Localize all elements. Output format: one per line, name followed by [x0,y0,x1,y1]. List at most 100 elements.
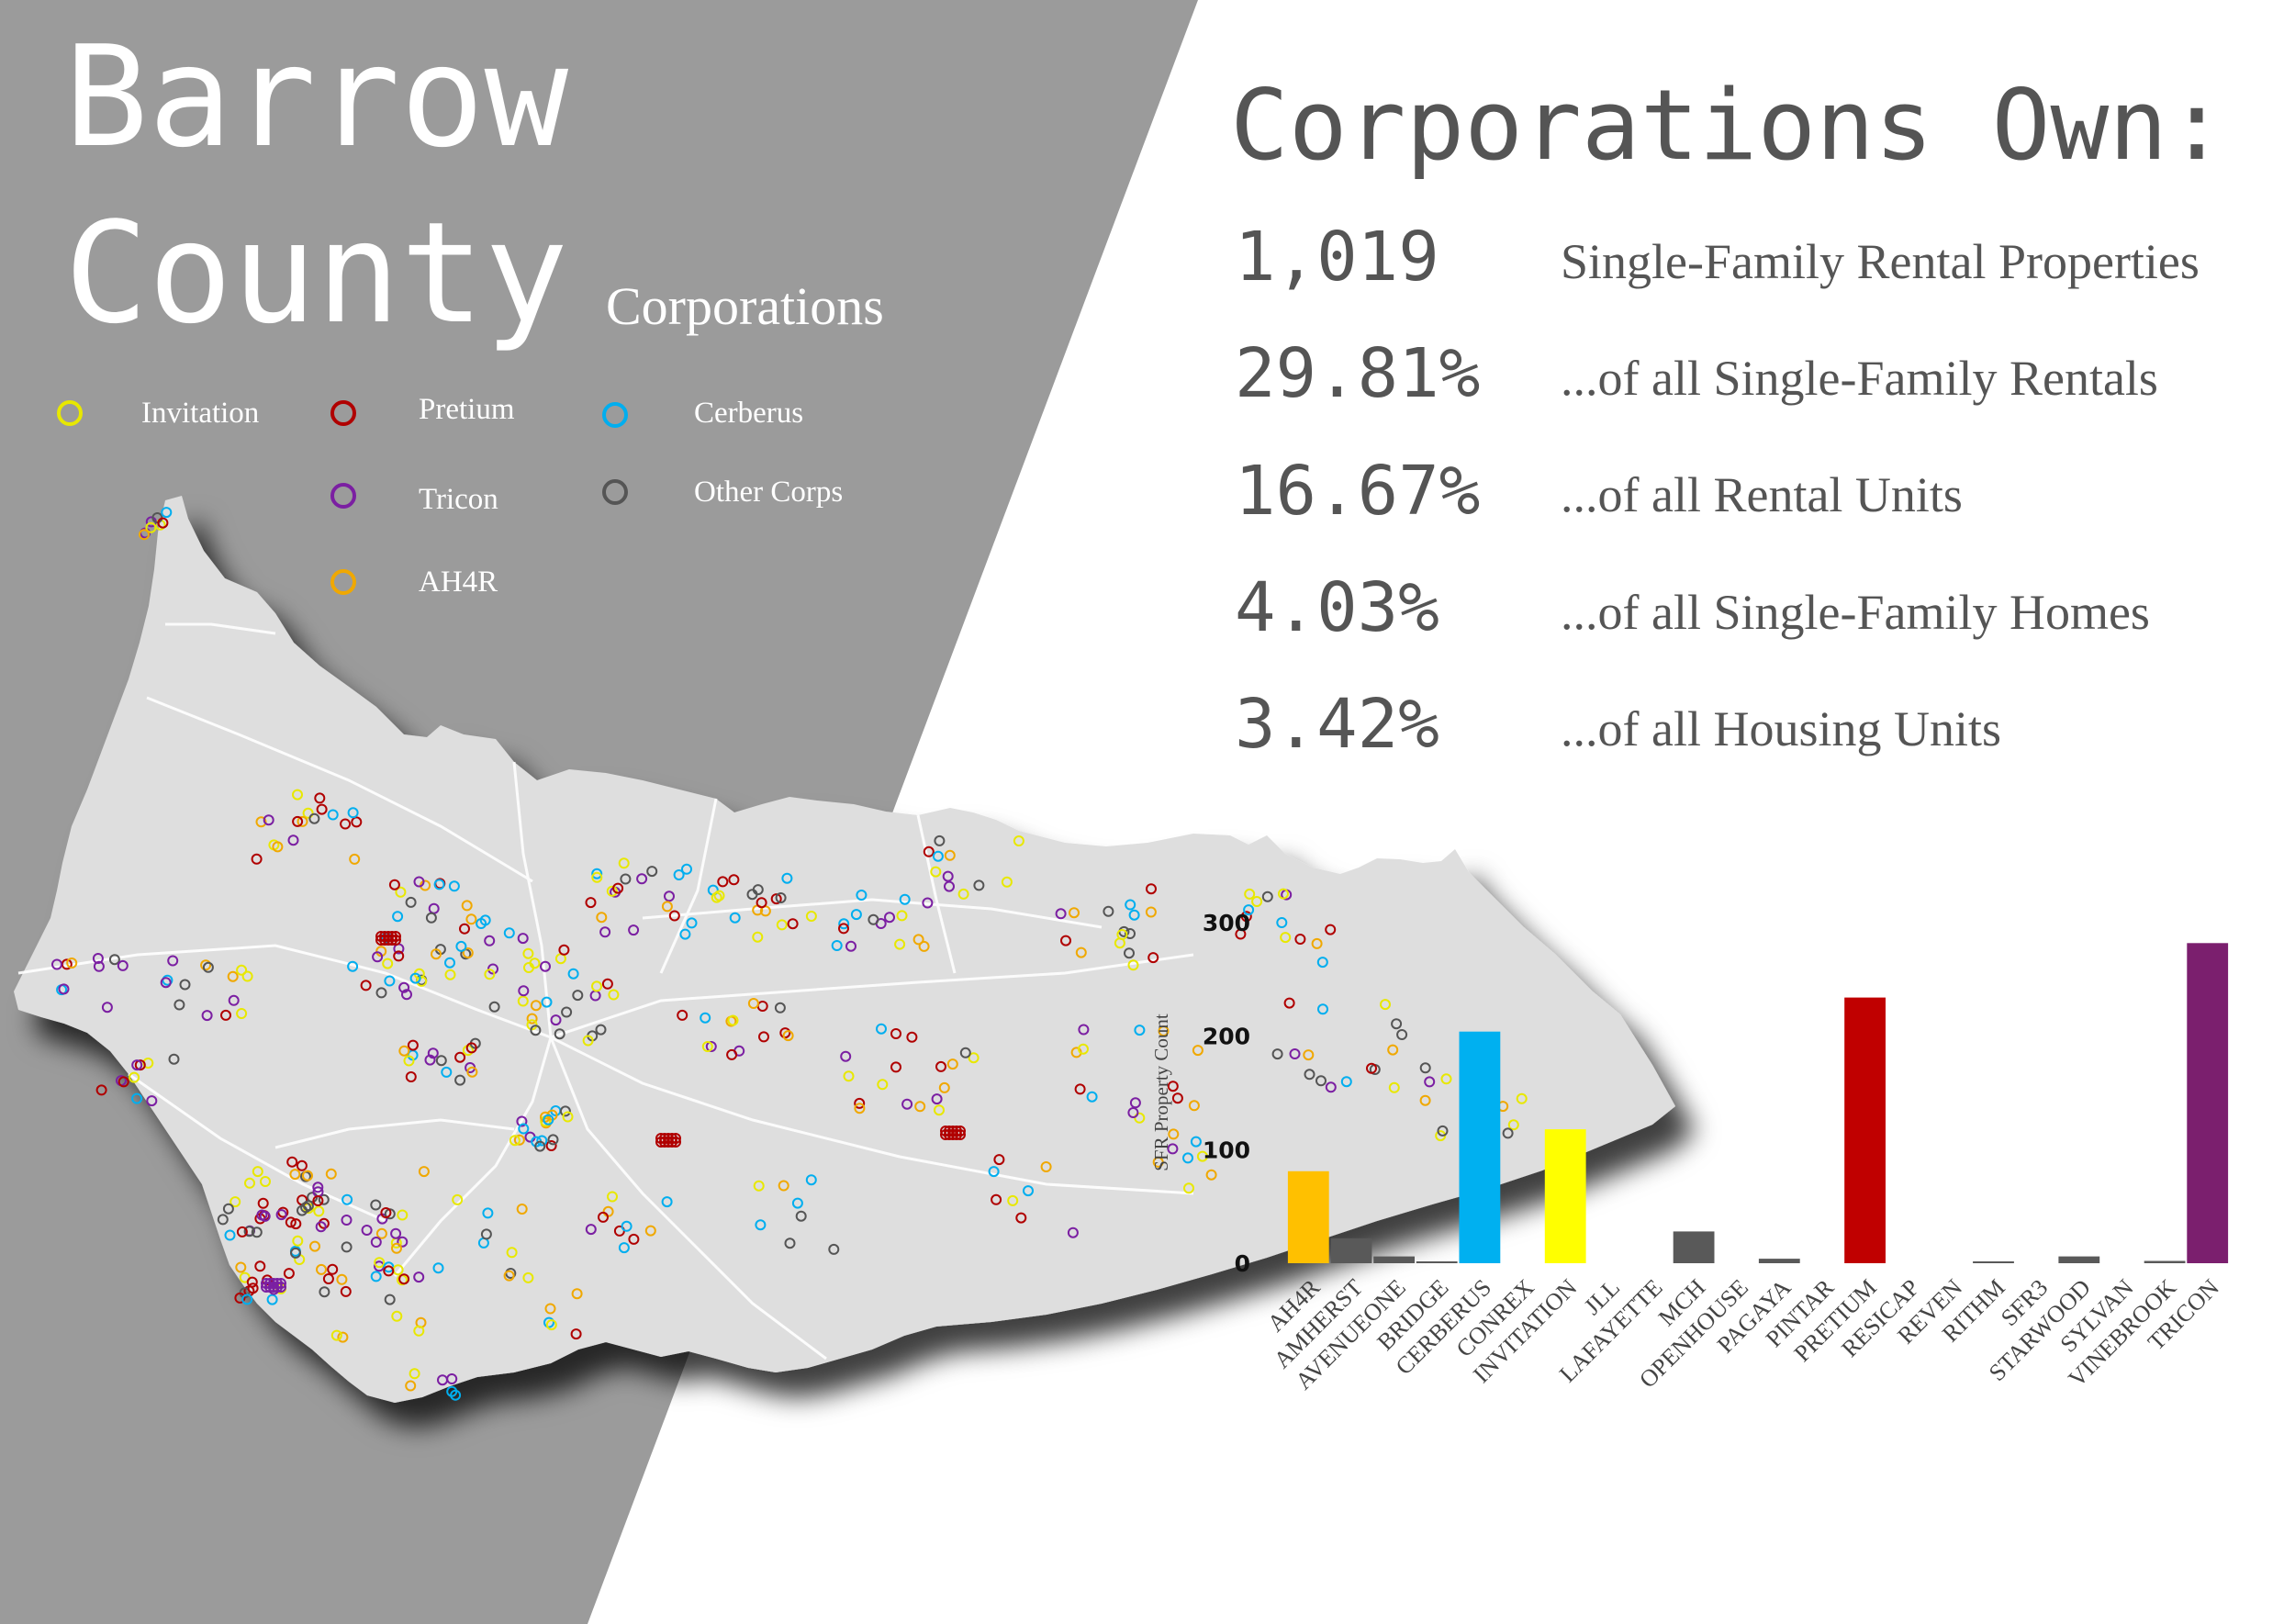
property-marker [1167,1081,1179,1092]
property-marker [261,1282,272,1293]
property-marker [922,897,934,909]
property-marker [784,1238,796,1249]
property-marker [957,888,969,900]
property-marker [201,1010,213,1022]
property-marker [779,1027,791,1039]
property-marker [545,1140,557,1151]
property-marker [129,1071,140,1083]
property-marker [160,977,172,989]
property-marker [607,1191,618,1203]
property-marker [347,960,359,972]
property-marker [1078,1024,1090,1036]
property-marker [516,1204,528,1215]
property-marker [316,1263,327,1275]
property-marker [462,947,474,958]
property-marker [545,1319,557,1331]
property-marker [547,1134,559,1146]
property-marker [290,1218,302,1230]
property-marker [327,1263,339,1275]
stat-label-sfr-share: ...of all Single-Family Rentals [1561,351,2158,406]
property-marker [518,1123,530,1135]
property-marker [375,1227,387,1239]
property-marker [314,792,326,804]
property-marker [854,1103,866,1114]
property-marker [1129,1097,1141,1109]
property-marker [401,989,412,1001]
property-marker [283,1268,295,1280]
property-marker [1283,997,1295,1009]
property-marker [758,1031,769,1043]
property-marker [673,869,685,880]
property-marker [896,910,908,922]
property-marker [1244,888,1256,900]
property-marker [1289,1048,1301,1059]
y-tick-label: 200 [1203,1024,1250,1050]
property-marker [677,1009,688,1021]
property-marker [347,807,359,819]
property-marker [251,1226,263,1238]
property-marker [1145,906,1157,918]
property-marker [711,891,722,903]
property-marker [167,955,179,967]
legend-ring-icon [330,483,356,509]
property-marker [591,980,602,992]
property-marker [286,1156,298,1168]
property-marker [776,919,788,931]
property-marker [668,910,680,922]
property-marker [728,874,740,886]
stat-value-properties: 1,019 [1235,218,1439,297]
property-marker [312,1182,324,1193]
property-marker [644,1225,656,1237]
property-marker [1128,909,1140,921]
property-marker [466,1066,478,1078]
property-marker [831,940,843,951]
property-marker [591,868,603,879]
legend-ring-icon [330,569,356,595]
legend-ring-icon [57,400,83,426]
property-marker [266,1294,278,1305]
property-marker [308,812,320,824]
bar-avenueone [1373,1256,1415,1263]
bar-vinebrook [2144,1260,2186,1263]
property-marker [444,969,456,980]
property-marker [403,1055,415,1067]
y-axis-label: SFR Property Count [1150,1014,1172,1171]
property-marker [217,1214,229,1226]
property-marker [838,918,850,930]
property-marker [235,1261,247,1273]
property-marker [1067,1226,1079,1238]
property-marker [778,1180,789,1192]
property-marker [398,981,410,993]
property-marker [1188,1100,1200,1112]
property-marker [51,958,62,970]
property-marker [384,975,396,987]
property-marker [290,1247,301,1259]
property-marker [327,809,339,821]
property-marker [409,972,421,984]
stat-value-housing-units: 3.42% [1235,685,1439,764]
property-marker [157,517,169,529]
property-marker [432,1262,444,1274]
property-marker [572,990,584,1002]
property-marker [1340,1076,1352,1088]
stat-label-rental-units: ...of all Rental Units [1561,467,1963,522]
property-marker [383,1265,395,1277]
legend-ring-icon [330,400,356,426]
property-marker [522,1271,534,1283]
property-marker [679,928,691,940]
property-marker [1152,1156,1164,1168]
y-tick-label: 100 [1203,1137,1250,1163]
property-marker [932,850,944,862]
property-marker [405,896,417,908]
property-marker [914,1101,926,1113]
property-marker [854,1097,866,1109]
property-marker [405,1380,417,1392]
property-marker [944,1129,955,1140]
property-marker [92,953,104,964]
property-marker [433,879,445,890]
property-marker [1240,911,1252,923]
property-marker [227,970,239,982]
property-marker [292,1235,304,1247]
property-marker [727,1014,739,1026]
